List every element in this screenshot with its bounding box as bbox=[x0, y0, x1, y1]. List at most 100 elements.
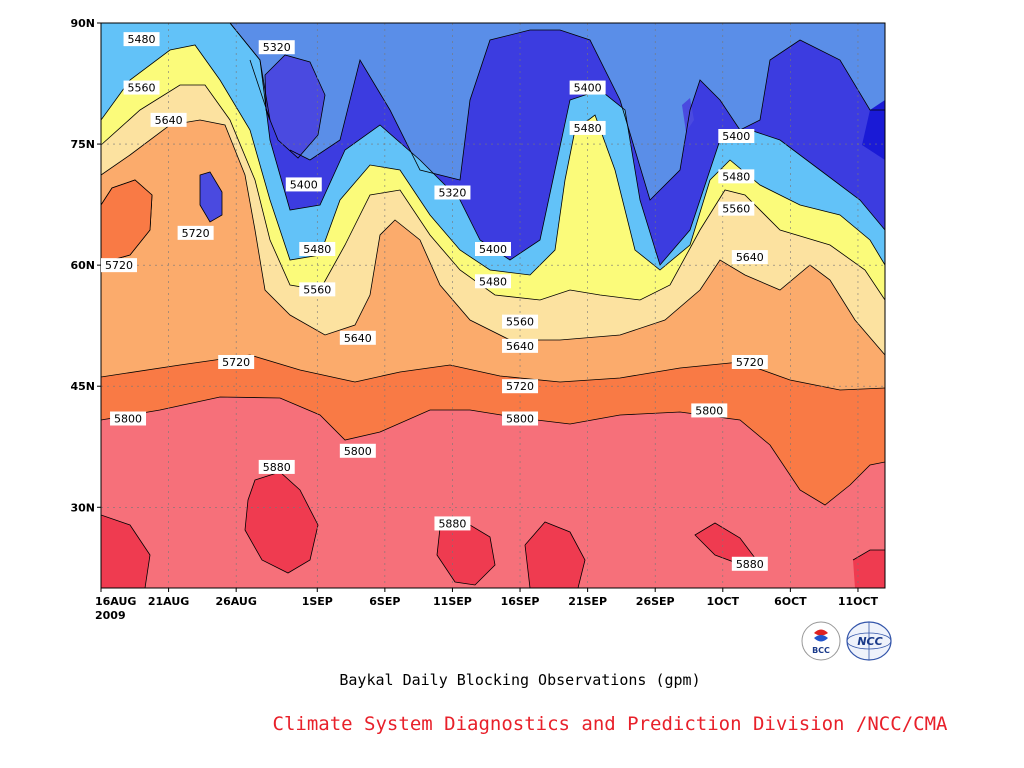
contour-label-bg bbox=[110, 411, 147, 426]
contour-label: 5480 bbox=[123, 32, 160, 47]
contour-label: 5480 bbox=[718, 169, 755, 184]
contour-label-text: 5320 bbox=[263, 41, 291, 54]
contour-label-bg bbox=[475, 242, 511, 256]
contour-label-text: 5560 bbox=[506, 316, 534, 329]
contour-label-bg bbox=[299, 242, 336, 256]
ncc-logo: NCC bbox=[846, 621, 892, 661]
contour-label-text: 5400 bbox=[574, 82, 602, 95]
contour-label-text: 5720 bbox=[222, 356, 250, 369]
contour-label-bg bbox=[101, 258, 137, 273]
contour-label-bg bbox=[731, 355, 768, 369]
x-tick-label: 6SEP bbox=[369, 595, 400, 608]
contour-label-text: 5880 bbox=[263, 461, 291, 474]
contour-label: 5720 bbox=[218, 355, 255, 369]
contour-label: 5560 bbox=[123, 80, 160, 95]
contour-label: 5560 bbox=[299, 282, 336, 297]
contour-label-text: 5560 bbox=[128, 82, 156, 95]
contour-label: 5480 bbox=[299, 242, 336, 256]
contour-label: 5720 bbox=[502, 379, 539, 394]
y-tick-label: 30N bbox=[70, 501, 95, 514]
contour-label-text: 5800 bbox=[344, 445, 372, 458]
band-gt5880-b bbox=[245, 472, 318, 573]
contour-label-bg bbox=[123, 80, 160, 95]
contour-label-bg bbox=[569, 120, 606, 135]
contour-label: 5480 bbox=[569, 120, 606, 135]
contour-label: 5800 bbox=[110, 411, 147, 426]
contour-label: 5720 bbox=[731, 355, 768, 369]
contour-label-bg bbox=[502, 338, 539, 353]
contour-label: 5640 bbox=[731, 250, 768, 265]
contour-label-text: 5480 bbox=[303, 243, 331, 256]
band-gt5880-a bbox=[101, 515, 150, 588]
contour-label-bg bbox=[123, 32, 160, 47]
contour-label: 5400 bbox=[285, 177, 322, 192]
x-tick-label: 26SEP bbox=[636, 595, 675, 608]
contour-fill-layer bbox=[101, 23, 885, 588]
contour-label-text: 5720 bbox=[506, 380, 534, 393]
band-gt5880-c bbox=[437, 522, 495, 585]
contour-label-text: 5880 bbox=[438, 517, 466, 530]
contour-label-bg bbox=[691, 403, 728, 418]
contour-label: 5320 bbox=[258, 40, 295, 55]
contour-chart: 5480 5560 5640 5720 5720 5320 5400 5480 5560 5640… bbox=[70, 17, 886, 622]
contour-label-bg bbox=[718, 129, 755, 143]
chart-title: Baykal Daily Blocking Observations (gpm) bbox=[339, 671, 701, 689]
x-tick-label: 26AUG bbox=[215, 595, 256, 608]
contour-label-bg bbox=[258, 40, 295, 55]
contour-label-text: 5480 bbox=[128, 33, 156, 46]
contour-label-text: 5400 bbox=[479, 243, 507, 256]
contour-label-text: 5480 bbox=[479, 275, 507, 288]
contour-label-bg bbox=[339, 443, 376, 458]
contour-label-bg bbox=[475, 274, 511, 289]
contour-label: 5320 bbox=[434, 185, 471, 200]
contour-label-bg bbox=[299, 282, 336, 297]
x-tick-label: 1SEP bbox=[302, 595, 333, 608]
contour-label: 5800 bbox=[502, 411, 539, 426]
x-tick-label: 6OCT bbox=[774, 595, 807, 608]
contour-label-text: 5720 bbox=[105, 259, 133, 272]
contour-label-bg bbox=[731, 250, 768, 265]
contour-label-bg bbox=[218, 355, 255, 369]
contour-label-bg bbox=[502, 411, 539, 426]
contour-label-bg bbox=[285, 177, 322, 192]
band-gt5880-e bbox=[695, 523, 755, 565]
contour-label-bg bbox=[502, 379, 539, 394]
contour-label: 5560 bbox=[718, 201, 755, 216]
contour-label-text: 5560 bbox=[722, 203, 750, 216]
contour-label: 5880 bbox=[731, 556, 768, 571]
x-tick-label: 11SEP bbox=[433, 595, 472, 608]
y-tick-label: 60N bbox=[70, 259, 95, 272]
contour-label: 5400 bbox=[475, 242, 511, 256]
contour-label-text: 5320 bbox=[438, 187, 466, 200]
contour-label: 5400 bbox=[718, 129, 755, 143]
band-gt5880-d bbox=[525, 522, 585, 588]
contour-label-text: 5480 bbox=[574, 122, 602, 135]
contour-label: 5400 bbox=[569, 80, 606, 95]
contour-label-text: 5400 bbox=[722, 130, 750, 143]
contour-label: 5560 bbox=[502, 314, 539, 329]
contour-label-bg bbox=[718, 201, 755, 216]
contour-label: 5880 bbox=[434, 516, 471, 531]
contour-label-text: 5640 bbox=[506, 340, 534, 353]
bcc-logo: BCC bbox=[801, 621, 841, 661]
band-5320-cell-c bbox=[862, 100, 885, 160]
contour-label: 5480 bbox=[475, 274, 511, 289]
contour-label: 5800 bbox=[339, 443, 376, 458]
contour-label-bg bbox=[434, 516, 471, 531]
contour-label-text: 5560 bbox=[303, 283, 331, 296]
ncc-logo-text: NCC bbox=[857, 635, 882, 648]
contour-label-bg bbox=[339, 330, 376, 345]
y-tick-label: 90N bbox=[70, 17, 95, 30]
contour-label: 5800 bbox=[691, 403, 728, 418]
y-tick-label: 75N bbox=[70, 138, 95, 151]
y-axis: 30N 45N 60N 75N 90N bbox=[70, 17, 101, 514]
contour-label-text: 5480 bbox=[722, 170, 750, 183]
contour-label-bg bbox=[434, 185, 471, 200]
contour-label-text: 5800 bbox=[114, 413, 142, 426]
bcc-logo-text: BCC bbox=[812, 646, 830, 655]
contour-label-text: 5400 bbox=[290, 178, 318, 191]
x-tick-label: 21SEP bbox=[568, 595, 607, 608]
band-gt5880-f bbox=[853, 550, 885, 588]
contour-label-text: 5880 bbox=[736, 558, 764, 571]
contour-label-bg bbox=[150, 112, 187, 127]
